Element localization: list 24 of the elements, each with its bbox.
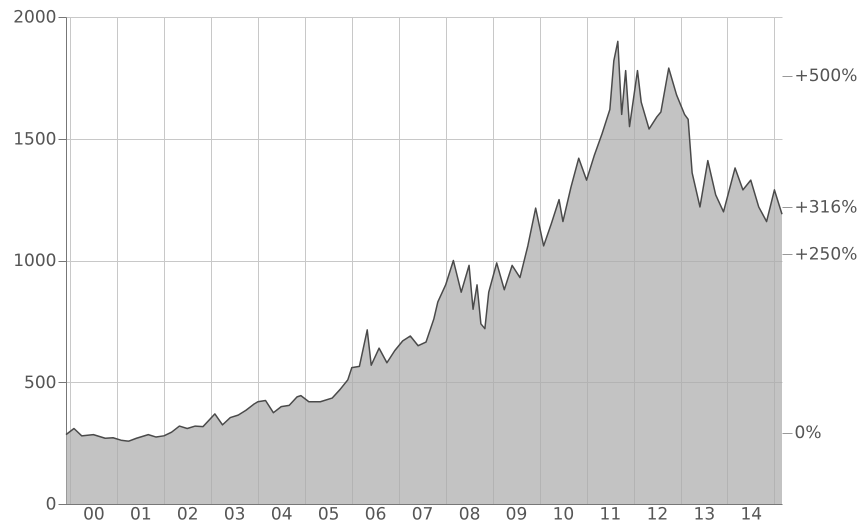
x-tick-label: 03: [224, 504, 246, 524]
x-tick-label: 09: [506, 504, 528, 524]
x-tick-label: 12: [646, 504, 668, 524]
x-tick-label: 13: [694, 504, 716, 524]
x-tick-label: 07: [412, 504, 434, 524]
y2-tick-label: +250%: [794, 244, 858, 265]
x-tick-label: 14: [740, 504, 762, 524]
y-tick-label: 2000: [13, 8, 56, 28]
x-tick-label: 00: [83, 504, 105, 524]
y-tick-label: 500: [24, 372, 56, 393]
x-tick-label: 08: [458, 504, 480, 524]
x-tick-label: 01: [130, 504, 152, 524]
y-tick-label: 1000: [13, 251, 56, 271]
y-tick-label: 0: [46, 494, 56, 514]
y2-tick-label: 0%: [794, 423, 822, 444]
x-tick-label: 10: [552, 504, 574, 524]
x-tick-label: 05: [318, 504, 340, 524]
y2-tick-label: +316%: [794, 197, 858, 218]
x-tick-label: 02: [176, 504, 199, 524]
y-tick-label: 1500: [13, 129, 56, 150]
x-tick-label: 11: [600, 504, 622, 524]
x-tick-label: 06: [364, 504, 386, 524]
x-tick-label: 04: [270, 504, 293, 524]
y2-tick-label: +500%: [794, 66, 858, 86]
